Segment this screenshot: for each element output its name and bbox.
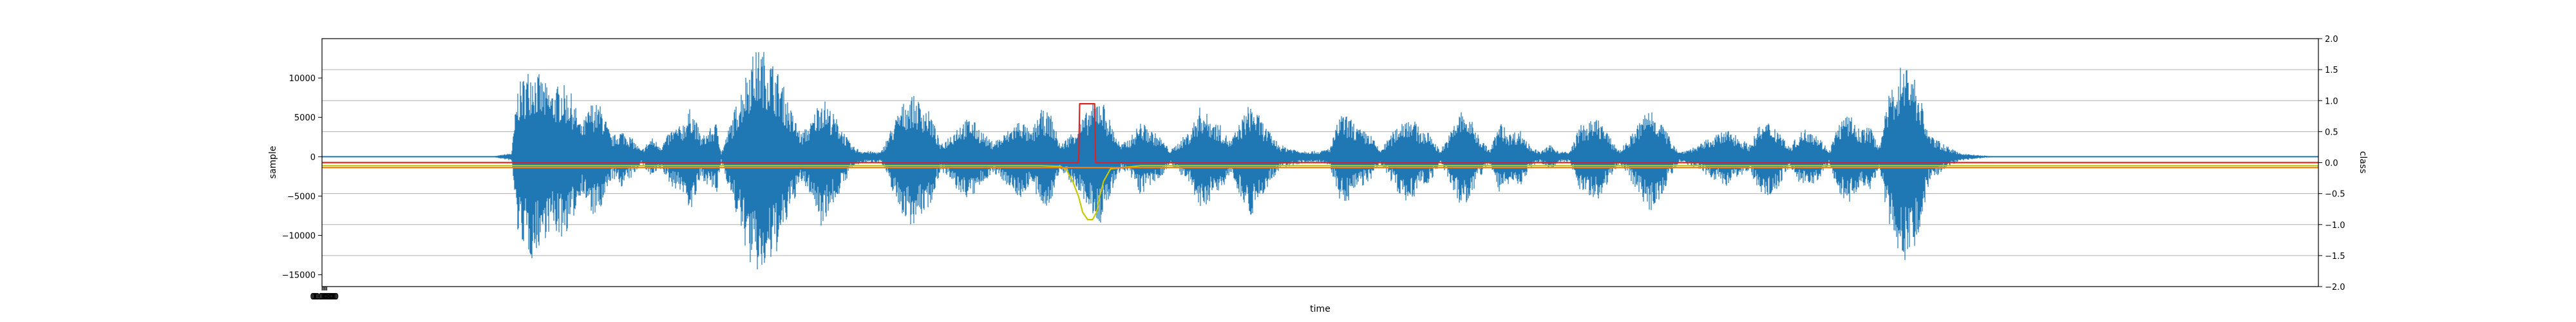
y-tick-label: 10000 <box>289 74 316 84</box>
y-right-tick-label: 0.5 <box>2325 128 2338 137</box>
y-right-tick-label: −0.5 <box>2325 190 2345 200</box>
left-y-axis: −15000 −10000 −5000 0 5000 10000 <box>282 74 322 281</box>
right-y-axis: −2.0 −1.5 −1.0 −0.5 0.0 0.5 1.0 1.5 2.0 <box>2318 35 2345 292</box>
x-tick-label: 0.000 <box>314 292 337 302</box>
y-right-tick-label: 0.0 <box>2325 159 2338 169</box>
y-axis-right-title: class <box>2358 151 2368 174</box>
x-axis: 0.0000.0000.0000.0000.0000.000 <box>310 287 339 302</box>
y-right-tick-label: 1.5 <box>2325 66 2338 75</box>
y-right-tick-label: 2.0 <box>2325 35 2338 44</box>
y-right-tick-label: −1.0 <box>2325 221 2345 231</box>
y-right-tick-label: −1.5 <box>2325 252 2345 261</box>
y-right-tick-label: 1.0 <box>2325 97 2338 106</box>
y-tick-label: 5000 <box>294 113 316 123</box>
y-tick-label: −5000 <box>287 192 316 202</box>
class-series <box>322 103 2318 221</box>
y-tick-label: 0 <box>310 153 316 162</box>
x-axis-title: time <box>1310 304 1331 314</box>
waveform-series <box>322 52 2318 270</box>
x-tick-label: 0.000 <box>313 292 337 302</box>
y-axis-title: sample <box>268 146 278 179</box>
x-tick-label: 0.000 <box>310 292 334 302</box>
y-tick-label: −15000 <box>282 271 316 281</box>
y-tick-label: −10000 <box>282 232 316 242</box>
class-series-line-0 <box>322 103 2318 164</box>
x-tick-label: 0.000 <box>312 292 336 302</box>
y-right-tick-label: −2.0 <box>2325 283 2345 292</box>
x-tick-label: 0.000 <box>315 292 339 302</box>
x-tick-label: 0.000 <box>311 292 335 302</box>
